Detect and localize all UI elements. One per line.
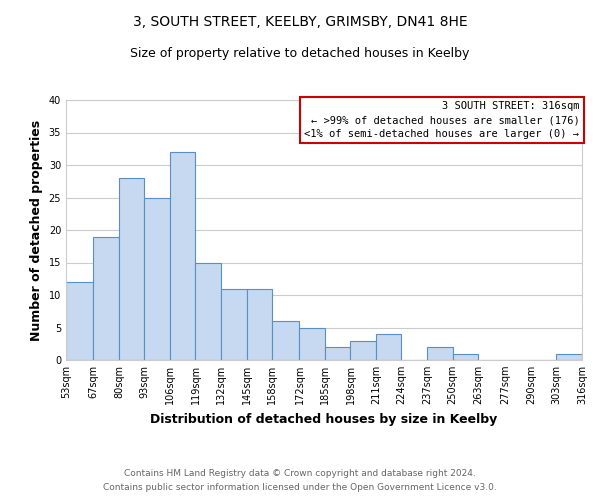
Text: 3 SOUTH STREET: 316sqm
← >99% of detached houses are smaller (176)
<1% of semi-d: 3 SOUTH STREET: 316sqm ← >99% of detache… — [304, 102, 580, 140]
Bar — [299, 328, 325, 360]
Y-axis label: Number of detached properties: Number of detached properties — [30, 120, 43, 340]
Text: Size of property relative to detached houses in Keelby: Size of property relative to detached ho… — [130, 48, 470, 60]
Bar — [145, 198, 170, 360]
Bar — [556, 354, 582, 360]
Bar — [94, 236, 119, 360]
Bar — [221, 288, 247, 360]
Text: 3, SOUTH STREET, KEELBY, GRIMSBY, DN41 8HE: 3, SOUTH STREET, KEELBY, GRIMSBY, DN41 8… — [133, 15, 467, 29]
X-axis label: Distribution of detached houses by size in Keelby: Distribution of detached houses by size … — [151, 412, 497, 426]
Bar — [272, 321, 299, 360]
Bar — [247, 288, 272, 360]
Bar — [66, 282, 94, 360]
Bar — [452, 354, 478, 360]
Bar — [325, 347, 350, 360]
Bar — [196, 262, 221, 360]
Bar — [170, 152, 196, 360]
Bar — [350, 340, 376, 360]
Text: Contains HM Land Registry data © Crown copyright and database right 2024.: Contains HM Land Registry data © Crown c… — [124, 468, 476, 477]
Bar — [119, 178, 145, 360]
Text: Contains public sector information licensed under the Open Government Licence v3: Contains public sector information licen… — [103, 484, 497, 492]
Bar — [427, 347, 452, 360]
Bar — [376, 334, 401, 360]
